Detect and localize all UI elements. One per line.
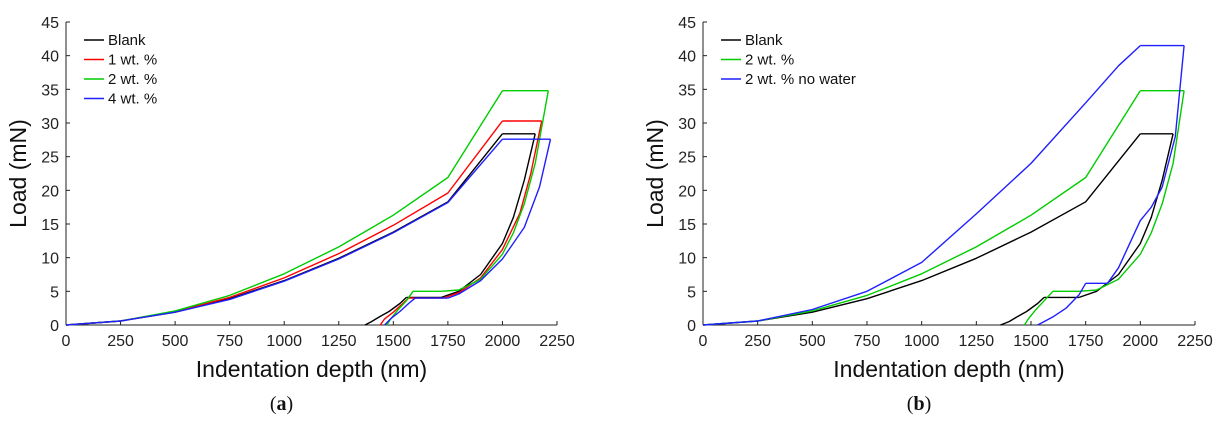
curve-segment-loading [65,120,503,326]
curve-segment-tail [1000,296,1045,326]
y-tick-label: 30 [41,116,59,133]
curve-segment-loading [702,45,1141,326]
curve-segment-tail [1037,282,1087,326]
x-tick-label: 1250 [959,333,995,350]
chart-panel-a: 0 250 500 750 1000 1250 1500 1750 2000 2250 0 5 10 15… [5,15,575,415]
curve-segment-unloading [447,139,552,299]
legend-entry: Blank [745,32,783,49]
y-tick-label: 40 [41,49,59,66]
y-tick-label: 5 [50,284,59,301]
x-tick-label: 1250 [321,333,357,350]
legend-entry: 4 wt. % [108,91,157,108]
y-tick-label: 35 [41,82,59,99]
curve-segment-unloading [443,120,543,299]
y-tick-label: 15 [678,217,696,234]
legend: Blank 1 wt. % 2 wt. % 4 wt. % [84,32,157,108]
legend-entry: 2 wt. % [108,71,157,88]
y-tick-label: 35 [678,82,696,99]
curve-segment-unloading [1106,45,1185,284]
x-tick-label: 2250 [539,333,575,350]
y-tick-label: 10 [678,251,696,268]
x-tick-label: 1000 [266,333,302,350]
legend: Blank 2 wt. % 2 wt. % no water [721,32,856,88]
y-tick-label: 25 [41,150,59,167]
curve-segment-tail [1023,290,1054,326]
chart-panel-b: 0 250 500 750 1000 1250 1500 1750 2000 2250 0 5 10 15… [642,15,1213,415]
x-tick-label: 2000 [1123,333,1159,350]
curve-segment-loading [702,133,1141,326]
y-tick-label: 25 [678,150,696,167]
curve-segment-loading [65,133,503,326]
y-tick-label: 20 [41,183,59,200]
series-blank-curve [65,133,536,326]
y-tick-label: 5 [687,284,696,301]
panel-label: (a) [270,393,293,415]
series-2-wt--curve [65,90,549,326]
y-axis-label: Load (mN) [5,119,31,228]
y-tick-label: 45 [41,15,59,32]
legend-entry: Blank [108,32,146,49]
y-axis-label: Load (mN) [642,119,668,228]
x-tick-label: 1750 [430,333,466,350]
curve-segment-unloading [441,90,549,292]
x-tick-label: 2250 [1177,333,1213,350]
curve-segment-tail [384,297,416,326]
legend-entry: 2 wt. % no water [745,71,856,88]
y-tick-label: 20 [678,183,696,200]
curve-segment-unloading [441,133,536,299]
series-1-wt--curve [65,120,543,326]
legend-entry: 1 wt. % [108,52,157,69]
x-tick-label: 250 [107,333,134,350]
x-tick-label: 0 [62,333,71,350]
x-tick-label: 2000 [485,333,521,350]
x-tick-label: 500 [799,333,826,350]
curve-segment-unloading [1078,133,1174,299]
y-tick-label: 0 [687,318,696,335]
x-tick-label: 500 [162,333,189,350]
series-2-wt-no-water-curve [702,44,1185,326]
x-tick-label: 1000 [904,333,940,350]
x-axis-label: Indentation depth (nm) [196,356,427,382]
x-tick-label: 0 [699,333,708,350]
curve-segment-tail [364,296,407,326]
x-axis-label: Indentation depth (nm) [833,356,1064,382]
curve-segment-unloading [1079,90,1185,292]
series-4-wt--curve [65,138,552,326]
x-tick-label: 1500 [1013,333,1049,350]
series-2-wt--curve [702,90,1185,326]
panel-label: (b) [907,393,931,415]
x-tick-label: 1500 [376,333,412,350]
y-tick-label: 30 [678,116,696,133]
y-tick-label: 0 [50,318,59,335]
legend-entry: 2 wt. % [745,52,794,69]
y-tick-label: 15 [41,217,59,234]
curve-segment-loading [65,138,503,326]
series-blank-curve [702,133,1174,326]
y-tick-label: 10 [41,251,59,268]
x-tick-label: 750 [854,333,881,350]
x-tick-label: 250 [744,333,771,350]
x-tick-label: 750 [216,333,243,350]
curve-segment-tail [386,290,414,326]
x-tick-label: 1750 [1068,333,1104,350]
y-tick-label: 45 [678,15,696,32]
y-tick-label: 40 [678,49,696,66]
